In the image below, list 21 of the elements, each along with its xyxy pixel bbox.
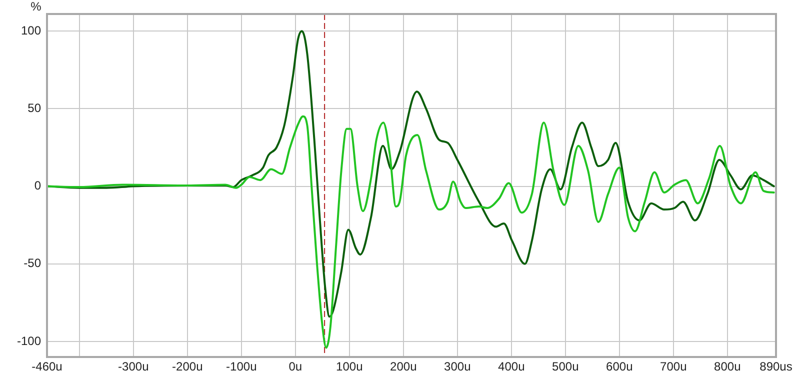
x-tick-label: 890us [760,360,792,374]
x-tick-label: 100u [336,360,363,374]
x-tick-label: 500u [552,360,579,374]
x-tick-label: 800u [714,360,741,374]
x-tick-label: -100u [226,360,257,374]
x-tick-label: -460u [32,360,62,374]
x-tick-label: 0u [288,360,302,374]
x-tick-label: -300u [118,360,149,374]
y-tick-label: 100 [20,23,42,38]
x-tick-label: 600u [606,360,633,374]
x-tick-label: 200u [390,360,417,374]
x-tick-label: 300u [444,360,471,374]
line-series [47,115,775,349]
x-tick-label: 400u [498,360,525,374]
x-tick-label: 700u [660,360,687,374]
x-tick-label: -200u [172,360,203,374]
y-tick-label: -50 [24,256,42,270]
y-tick-label: -100 [16,334,42,348]
y-axis-title: % [30,0,42,14]
y-tick-label: 50 [28,100,42,115]
y-tick-label: 0 [34,178,42,193]
